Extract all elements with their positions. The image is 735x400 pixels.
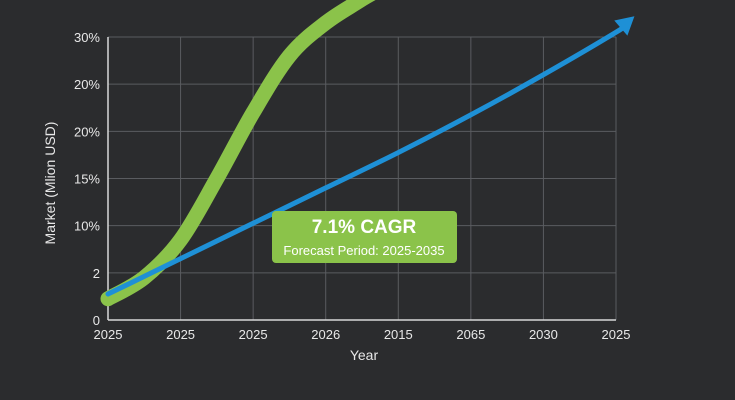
x-tick-label: 2025 [239,327,268,342]
y-axis-title: Market (Mlion USD) [42,122,58,245]
cagr-badge-title: 7.1% CAGR [312,217,417,238]
y-tick-label: 20% [74,77,100,92]
axes [107,37,616,321]
y-tick-label: 0 [93,313,100,328]
y-axis-ticks: 0 2 10% 15% 20% 20% 30% [74,30,100,328]
series-line [105,24,627,297]
y-tick-label: 10% [74,219,100,234]
x-tick-label: 2025 [94,327,123,342]
x-axis-title: Year [350,347,379,363]
cagr-badge: 7.1% CAGR Forecast Period: 2025-2035 [272,211,457,263]
y-tick-label: 2 [93,266,100,281]
x-tick-label: 2065 [456,327,485,342]
x-tick-label: 2030 [529,327,558,342]
cagr-badge-background [272,211,457,263]
x-tick-label: 2025 [602,327,631,342]
y-tick-label: 20% [74,124,100,139]
series-arrowhead [614,16,635,36]
x-axis-ticks: 2025 2025 2025 2026 2015 2065 2030 2025 [94,327,631,342]
series-line [100,0,376,307]
y-tick-label: 15% [74,172,100,187]
y-tick-label: 30% [74,30,100,45]
series-1 [100,0,376,307]
x-tick-label: 2025 [166,327,195,342]
series-lines [100,0,635,307]
cagr-badge-subtitle: Forecast Period: 2025-2035 [283,243,444,258]
series-2 [105,16,635,297]
x-tick-label: 2026 [311,327,340,342]
x-tick-label: 2015 [384,327,413,342]
